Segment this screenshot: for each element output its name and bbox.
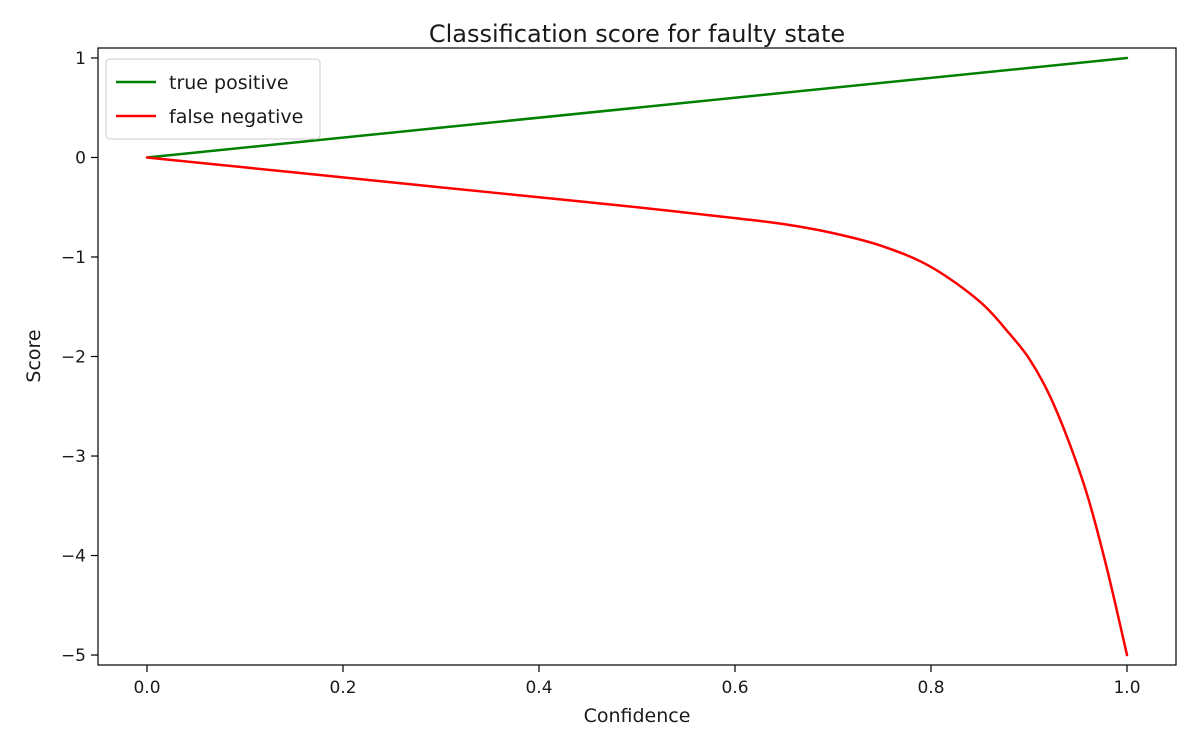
y-tick-label: 0: [75, 148, 86, 168]
y-tick-label: −2: [61, 348, 86, 368]
legend-label-false-negative: false negative: [169, 106, 303, 128]
x-tick-label: 1.0: [1113, 678, 1140, 698]
y-tick-label: −1: [61, 248, 86, 268]
y-tick-label: −5: [61, 646, 86, 666]
legend-label-true-positive: true positive: [169, 72, 289, 94]
x-tick-label: 0.4: [525, 678, 552, 698]
legend: true positive false negative: [105, 58, 321, 140]
legend-box: [105, 58, 321, 140]
x-tick-label: 0.2: [329, 678, 356, 698]
x-axis-label: Confidence: [584, 705, 691, 727]
series-line-true-positive: [145, 56, 1129, 159]
y-tick-label: −4: [61, 547, 86, 567]
series-line-false-negative: [145, 156, 1129, 657]
y-tick-label: −3: [61, 447, 86, 467]
y-axis-label: Score: [23, 329, 45, 382]
y-tick-label: 1: [75, 49, 86, 69]
x-tick-label: 0.8: [917, 678, 944, 698]
y-axis-ticks: −5 −4 −3 −2 −1 0 1: [61, 49, 98, 666]
chart-title: Classification score for faulty state: [429, 20, 845, 48]
x-tick-label: 0.6: [721, 678, 748, 698]
x-axis-ticks: 0.0 0.2 0.4 0.6 0.8 1.0: [133, 665, 1141, 698]
x-tick-label: 0.0: [133, 678, 160, 698]
series-layer: [145, 56, 1129, 657]
